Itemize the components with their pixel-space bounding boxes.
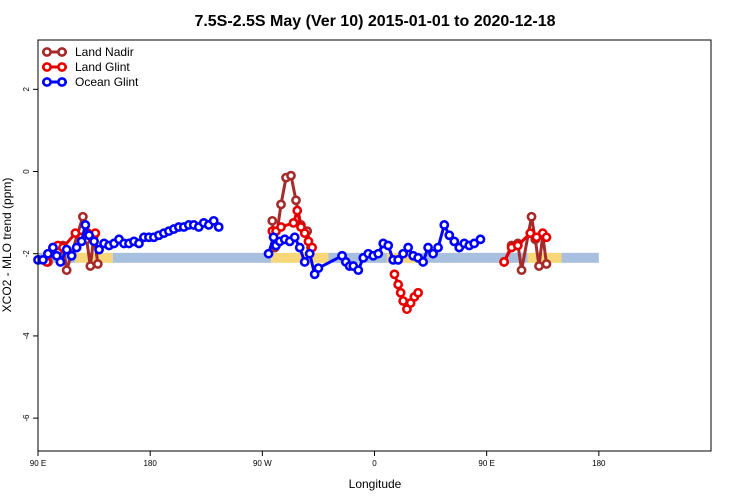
legend-swatch-marker [42, 77, 52, 87]
data-point-ocean-glint [353, 265, 364, 276]
legend-label: Land Nadir [75, 45, 134, 59]
data-point-land-glint [413, 287, 424, 298]
data-point-ocean-glint [398, 248, 409, 259]
data-point-ocean-glint [48, 242, 58, 253]
data-point-ocean-glint [213, 222, 224, 232]
surface-band-ocean-4 [328, 252, 387, 263]
x-tick-label: 90 E [30, 459, 46, 468]
data-point-ocean-glint [80, 220, 91, 230]
legend-swatch-marker [42, 47, 52, 57]
x-axis-label: Longitude [349, 477, 402, 491]
x-tick-label: 180 [143, 459, 157, 468]
data-point-ocean-glint [393, 254, 404, 265]
axes: 90 E 180 90 W 0 90 E 180 2 0 -2 -4 -6 [22, 87, 606, 468]
legend-swatch-marker [57, 77, 67, 87]
data-point-land-nadir [526, 211, 537, 222]
series-land-glint [41, 204, 552, 315]
data-point-land-nadir [267, 215, 278, 226]
data-point-ocean-glint [134, 238, 144, 249]
data-point-ocean-glint [439, 220, 450, 230]
y-tick-label: -4 [22, 332, 31, 340]
data-point-ocean-glint [38, 254, 48, 265]
data-point-ocean-glint [289, 232, 300, 243]
data-point-land-glint [299, 228, 310, 239]
x-tick-label: 90 E [478, 459, 494, 468]
data-point-land-glint [395, 287, 406, 298]
data-point-land-glint [288, 217, 299, 228]
surface-band [38, 252, 599, 263]
data-point-ocean-glint [433, 242, 443, 253]
y-tick-label: 2 [22, 87, 31, 92]
data-point-ocean-glint [313, 263, 324, 274]
legend-label: Ocean Glint [75, 75, 139, 89]
data-point-ocean-glint [76, 236, 87, 247]
data-point-ocean-glint [66, 250, 77, 261]
data-point-ocean-glint [71, 242, 82, 253]
data-point-ocean-glint [418, 257, 429, 267]
data-point-ocean-glint [55, 257, 66, 267]
data-point-land-nadir [276, 199, 286, 210]
legend-swatch-marker [57, 62, 67, 72]
data-point-ocean-glint [43, 248, 53, 259]
data-point-ocean-glint [61, 244, 72, 255]
legend-swatch-marker [57, 47, 67, 57]
series-layer [33, 170, 552, 315]
data-point-ocean-glint [383, 240, 394, 251]
data-point-ocean-glint [428, 248, 438, 259]
data-point-ocean-glint [449, 236, 460, 247]
surface-band-ocean-6 [420, 252, 528, 263]
data-point-ocean-glint [94, 244, 104, 255]
data-point-land-glint [398, 296, 409, 306]
legend-swatch-marker [42, 62, 52, 72]
data-point-land-glint [389, 269, 400, 280]
y-tick-label: -6 [22, 414, 31, 422]
data-point-land-glint [292, 205, 303, 216]
data-point-land-glint [512, 240, 523, 251]
surface-band-ocean-8 [561, 252, 599, 263]
data-point-land-nadir [516, 265, 527, 276]
data-point-land-nadir [77, 211, 88, 222]
x-tick-label: 90 W [253, 459, 272, 468]
data-point-ocean-glint [294, 242, 305, 253]
series-ocean-glint [33, 215, 486, 280]
data-point-ocean-glint [403, 242, 414, 253]
data-point-land-glint [499, 257, 510, 267]
data-point-land-nadir [61, 265, 72, 276]
data-point-land-nadir [541, 259, 552, 269]
surface-band-land-3 [271, 252, 329, 263]
data-point-land-glint [393, 279, 404, 290]
legend-item-land-glint: Land Glint [42, 60, 130, 74]
y-tick-label: 0 [22, 169, 31, 174]
data-point-ocean-glint [263, 248, 274, 259]
x-tick-label: 180 [592, 459, 606, 468]
data-point-ocean-glint [373, 248, 384, 259]
x-tick-label: 0 [372, 459, 377, 468]
data-point-ocean-glint [475, 234, 486, 245]
data-point-land-glint [276, 222, 286, 232]
chart-title: 7.5S-2.5S May (Ver 10) 2015-01-01 to 202… [194, 13, 555, 30]
data-point-land-nadir [85, 261, 96, 271]
data-point-ocean-glint [208, 215, 219, 226]
data-point-land-nadir [286, 170, 296, 181]
data-point-ocean-glint [299, 257, 310, 267]
y-tick-label: -2 [22, 250, 31, 258]
data-point-ocean-glint [423, 242, 433, 253]
data-point-land-glint [541, 232, 552, 243]
data-point-ocean-glint [84, 230, 94, 241]
data-point-ocean-glint [89, 236, 99, 247]
data-point-land-nadir [534, 261, 544, 271]
legend-label: Land Glint [75, 60, 130, 74]
data-point-ocean-glint [304, 248, 315, 259]
legend-item-land-nadir: Land Nadir [42, 45, 134, 59]
surface-band-ocean-2 [112, 252, 272, 263]
data-point-land-nadir [92, 259, 103, 269]
y-axis-label: XCO2 - MLO trend (ppm) [0, 178, 14, 313]
legend-item-ocean-glint: Ocean Glint [42, 75, 139, 89]
data-point-land-nadir [291, 195, 301, 206]
data-point-ocean-glint [444, 230, 455, 241]
surface-band-land-1 [75, 252, 113, 263]
